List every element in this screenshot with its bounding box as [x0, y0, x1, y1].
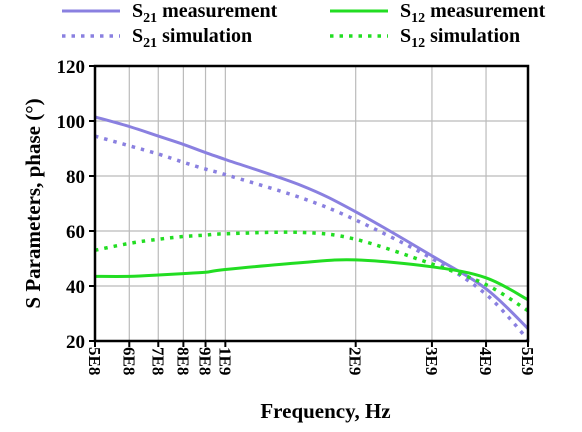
legend-label-main: S	[132, 25, 143, 47]
y-axis-ticks: 20 40 60 80 100 120	[57, 57, 95, 353]
y-tick-label: 60	[66, 222, 85, 243]
legend-label-subscript: 12	[411, 36, 425, 51]
legend-label-main: S	[400, 25, 411, 47]
legend-label-subscript: 21	[143, 36, 157, 51]
x-tick-label: 5E8	[85, 347, 104, 375]
series-lines	[94, 115, 530, 341]
series-line-s12-simulation	[94, 230, 529, 313]
x-tick-label: 3E9	[422, 347, 441, 375]
legend-label-subscript: 12	[411, 11, 425, 26]
grid	[94, 65, 529, 342]
series-line-s21-measurement	[94, 115, 530, 330]
legend-label-rest: measurement	[425, 0, 545, 22]
x-axis-ticks: 5E8 6E8 7E8 8E8 9E8 1E9 2E9 3E9 4E9 5E9	[85, 341, 537, 375]
x-axis-label: Frequency, Hz	[260, 399, 390, 423]
x-tick-label: 4E9	[476, 347, 495, 375]
series-line-s12-measurement	[94, 258, 529, 302]
x-tick-label: 6E8	[119, 347, 138, 375]
legend-label-s21-simulation: S21 simulation	[132, 25, 252, 51]
y-tick-label: 100	[57, 112, 86, 133]
series-line-s21-simulation	[94, 134, 530, 341]
legend-label-subscript: 21	[143, 11, 157, 26]
y-tick-label: 20	[66, 332, 85, 353]
x-tick-label: 1E9	[215, 347, 234, 375]
legend-label-main: S	[400, 0, 411, 22]
x-tick-label: 9E8	[196, 347, 215, 375]
legend-label-s21-measurement: S21 measurement	[132, 0, 278, 26]
legend-label-s12-measurement: S12 measurement	[400, 0, 546, 26]
legend-label-rest: measurement	[157, 0, 277, 22]
x-tick-label: 5E9	[518, 347, 537, 375]
legend-label-main: S	[132, 0, 143, 22]
y-tick-label: 40	[66, 277, 85, 298]
y-tick-label: 120	[57, 57, 86, 78]
y-tick-label: 80	[66, 167, 85, 188]
x-tick-label: 8E8	[173, 347, 192, 375]
y-axis-label: S Parameters, phase (°)	[21, 98, 45, 308]
x-tick-label: 7E8	[148, 347, 167, 375]
plot-frame	[93, 64, 530, 343]
legend-label-rest: simulation	[425, 25, 520, 47]
legend-label-s12-simulation: S12 simulation	[400, 25, 520, 51]
x-tick-label: 2E9	[346, 347, 365, 375]
legend-label-rest: simulation	[157, 25, 252, 47]
